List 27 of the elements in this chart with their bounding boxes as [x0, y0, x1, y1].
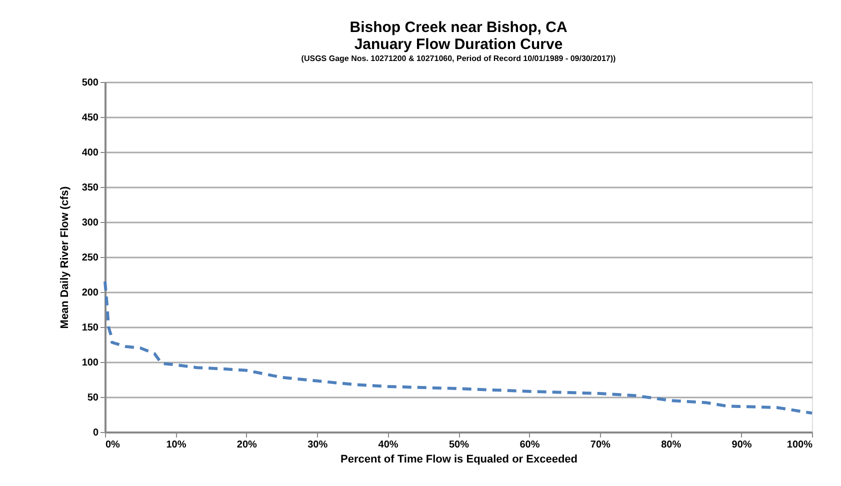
y-tick-label: 300	[82, 218, 99, 228]
x-tick-label: 60%	[520, 440, 540, 450]
y-tick-label: 250	[82, 252, 99, 264]
y-axis-title: Mean Daily River Flow (cfs)	[58, 186, 71, 329]
y-tick-label: 200	[82, 288, 99, 298]
x-tick-label: 40%	[378, 440, 398, 450]
y-tick-label: 0	[92, 428, 99, 438]
x-tick-label: 50%	[448, 440, 470, 450]
y-tick-label: 350	[82, 182, 99, 194]
x-tick-label: 70%	[590, 440, 611, 450]
x-tick-label: 10%	[166, 440, 186, 450]
y-tick-label: 450	[82, 112, 99, 124]
x-tick-label: 100%	[786, 440, 813, 450]
y-tick-label: 50	[87, 392, 99, 404]
y-tick-label: 400	[82, 148, 99, 158]
x-axis-title: Percent of Time Flow is Equaled or Exceeded	[340, 454, 578, 466]
chart-title: Bishop Creek near Bishop, CA January Flow Duration Curve	[350, 19, 568, 53]
x-tick-label: 30%	[308, 440, 328, 450]
line-series	[104, 280, 814, 415]
x-tick-label: 90%	[732, 440, 752, 450]
x-tick-label: 80%	[661, 440, 682, 450]
x-tick-label: 20%	[236, 440, 258, 450]
x-tick-label: 0%	[106, 440, 120, 450]
y-tick-label: 500	[82, 78, 99, 88]
y-tick-label: 150	[82, 322, 99, 334]
chart-subtitle: (USGS Gage Nos. 10271200 & 10271060, Period of Record 10/01/1989 - 09/30/2017))	[301, 54, 616, 63]
y-tick-label: 100	[82, 358, 99, 368]
